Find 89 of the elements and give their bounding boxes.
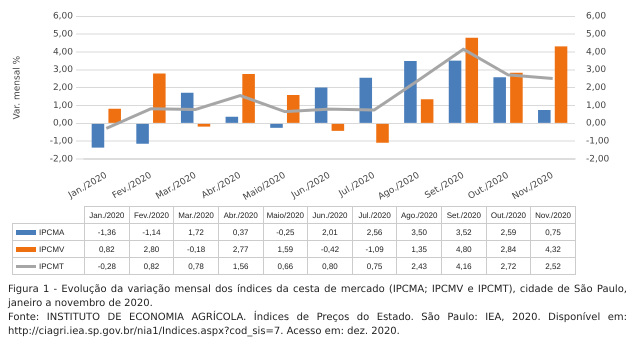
data-label: -1,14 <box>129 224 174 240</box>
data-label: 2,59 <box>486 224 531 240</box>
bar <box>376 124 389 143</box>
y-tick-label: 2,00 <box>52 83 74 94</box>
data-label: 4,32 <box>530 240 576 258</box>
bar <box>180 92 194 123</box>
data-label: 0,75 <box>352 258 397 274</box>
data-label: 4,16 <box>442 258 486 274</box>
legend-label: IPCMV <box>12 240 84 258</box>
data-label: 1,59 <box>263 240 308 258</box>
y2-tick-label: 1,00 <box>586 100 606 111</box>
category-label: Ago./2020 <box>400 210 438 220</box>
bar <box>108 108 121 123</box>
data-label: 0,66 <box>263 258 308 274</box>
bar <box>226 116 238 123</box>
y2-tick-label: -2,00 <box>586 154 610 164</box>
y2-tick-label: -1,00 <box>586 136 610 147</box>
legend-label: IPCMA <box>12 224 84 240</box>
y-tick-label: 1,00 <box>52 100 74 111</box>
bar <box>198 124 210 127</box>
y-tick-label: -1,00 <box>50 136 74 147</box>
data-label: -0,28 <box>84 258 130 274</box>
y-tick-label: 6,00 <box>52 12 74 22</box>
text: Figura 1 - Evolução da variação mensal dos índices da cesta de mercado (IPCMA; IPCMV e IPCMT), cidade de São Paulo, janeiro a novembro de 2020. <box>8 283 627 310</box>
data-label: 0,82 <box>84 240 130 258</box>
y2-tick-label: 6,00 <box>586 12 606 22</box>
bar <box>466 38 478 123</box>
bar <box>554 46 568 123</box>
bar <box>332 124 344 131</box>
data-label: 2,77 <box>218 240 263 258</box>
data-label: 2,80 <box>129 240 174 258</box>
category-label: Maio/2020 <box>266 210 304 220</box>
data-label: 2,43 <box>396 258 442 274</box>
data-label: 2,72 <box>486 258 531 274</box>
y2-tick-label: 0,00 <box>586 118 606 129</box>
data-label: 0,75 <box>530 224 576 240</box>
data-label: 0,78 <box>174 258 218 274</box>
y-tick-label: 3,00 <box>52 65 74 76</box>
bar <box>420 99 434 123</box>
y2-tick-label: 4,00 <box>586 47 606 58</box>
data-label: 2,01 <box>308 224 352 240</box>
data-label: 4,80 <box>442 240 486 258</box>
bar <box>270 124 283 128</box>
y-tick-label: 4,00 <box>52 47 74 58</box>
data-label: 0,82 <box>129 258 174 274</box>
category-label: Jun./2020 <box>312 210 348 220</box>
category-label: Mar./2020 <box>178 210 214 220</box>
data-label: -1,36 <box>84 224 130 240</box>
bar <box>404 60 417 123</box>
bar <box>510 72 523 123</box>
data-label: 1,72 <box>174 224 218 240</box>
y-tick-label: 0,00 <box>52 118 74 129</box>
bar <box>359 78 372 123</box>
data-label: 2,52 <box>530 258 576 274</box>
category-label: Set./2020 <box>446 210 481 220</box>
category-label: Jul./2020 <box>358 210 391 220</box>
data-label: -1,09 <box>352 240 397 258</box>
bar <box>314 88 328 123</box>
bar <box>242 74 255 123</box>
y2-tick-label: 2,00 <box>586 83 606 94</box>
bar <box>136 124 149 144</box>
bar <box>153 73 166 123</box>
bar <box>448 60 462 123</box>
data-label: 2,84 <box>486 240 531 258</box>
category-label: Out./2020 <box>490 210 526 220</box>
bar <box>493 77 506 123</box>
data-label: 3,52 <box>442 224 486 240</box>
data-label: 0,80 <box>308 258 352 274</box>
data-label: -0,42 <box>308 240 352 258</box>
data-label: -0,18 <box>174 240 218 258</box>
data-label: 3,50 <box>396 224 442 240</box>
y-axis-title: Var. mensal % <box>12 55 23 120</box>
category-label: Nov./2020 <box>535 210 571 220</box>
bar <box>92 124 104 148</box>
data-label: -0,25 <box>263 224 308 240</box>
bar <box>538 110 551 123</box>
source-note: Fonte: INSTITUTO DE ECONOMIA AGRÍCOLA. Índices de Preços do Estado. São Paulo: IEA, 2020. Disponível em: http://ciagri.iea.sp.gov.br/nia1/Indices.aspx?cod_sis=7. Acesso em: dez. 2020. <box>8 311 627 339</box>
y-tick-label: 5,00 <box>52 30 74 40</box>
data-label: 0,37 <box>218 224 263 240</box>
category-label: Jan./2020 <box>89 210 124 220</box>
category-label: Fev./2020 <box>134 210 169 220</box>
y-tick-label: -2,00 <box>50 154 74 164</box>
category-label: Abr./2020 <box>224 210 258 220</box>
y2-tick-label: 3,00 <box>586 65 606 76</box>
data-label: 1,35 <box>396 240 442 258</box>
data-label: 2,56 <box>352 224 397 240</box>
legend-label: IPCMT <box>12 258 84 274</box>
y2-tick-label: 5,00 <box>586 30 606 40</box>
data-label: 1,56 <box>218 258 263 274</box>
